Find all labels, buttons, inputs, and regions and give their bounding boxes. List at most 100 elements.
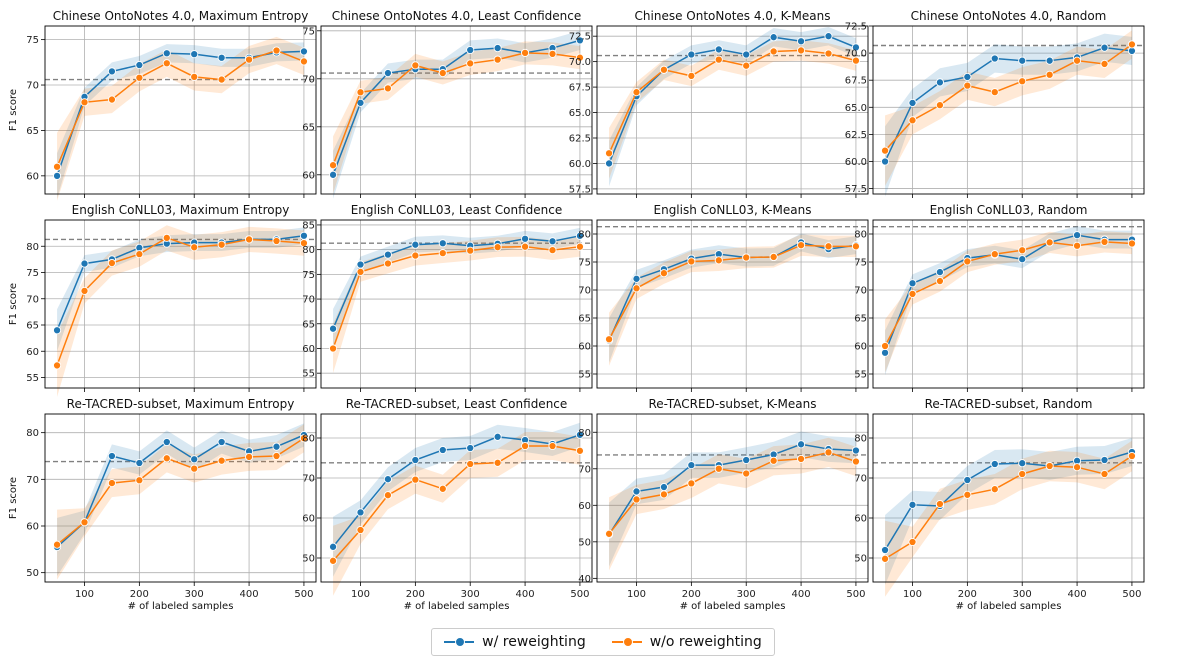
data-point [466, 59, 475, 68]
data-point [1073, 241, 1082, 250]
data-point [797, 454, 806, 463]
data-point [659, 65, 668, 74]
data-point [797, 46, 806, 55]
data-point [632, 487, 641, 496]
data-point [548, 246, 557, 255]
chart-panel-9: Re-TACRED-subset, Maximum Entropy 50 60 70 8… [8, 397, 317, 612]
plot-frame [596, 413, 869, 583]
data-point [272, 442, 281, 451]
panel-title: Re-TACRED-subset, Least Confidence [346, 397, 568, 411]
data-point [687, 479, 696, 488]
data-point [797, 241, 806, 250]
data-point [329, 161, 338, 170]
data-point [605, 335, 614, 344]
data-point [632, 495, 641, 504]
x-tick-label: 500 [570, 589, 589, 600]
y-tick-label: 75 [578, 258, 591, 269]
series-line-without [56, 237, 304, 366]
data-point [1073, 56, 1082, 65]
data-point [908, 116, 917, 125]
confidence-band-without [609, 40, 856, 179]
data-point [1100, 43, 1109, 52]
y-tick-label: 60 [302, 170, 315, 181]
chart-panel-8: English CoNLL03, Random 55 60 65 70 75 80 [854, 203, 1145, 392]
data-point [963, 490, 972, 499]
panel-title: Re-TACRED-subset, Maximum Entropy [67, 397, 295, 411]
y-tick-label: 60 [854, 342, 867, 353]
confidence-band-with [885, 438, 1132, 585]
y-tick-label: 60 [854, 514, 867, 525]
data-point [990, 54, 999, 63]
x-axis-label: # of labeled samples [404, 601, 510, 612]
data-point [53, 326, 62, 335]
x-tick-label: 200 [130, 589, 149, 600]
x-tick-label: 300 [185, 589, 204, 600]
data-point [411, 475, 420, 484]
series-line-with [56, 434, 305, 548]
confidence-band-without [885, 440, 1132, 597]
y-tick-label: 85 [302, 220, 315, 231]
x-tick-label: 100 [75, 589, 94, 600]
data-point [797, 37, 806, 46]
data-point [217, 53, 226, 62]
data-point [742, 61, 751, 70]
data-point [299, 57, 308, 66]
plot-frame [44, 413, 317, 583]
x-tick-label: 400 [792, 589, 811, 600]
legend-swatch-without [611, 637, 642, 647]
y-tick-label: 70.0 [845, 49, 867, 60]
y-tick-label: 55 [578, 370, 591, 381]
data-point [797, 440, 806, 449]
data-point [963, 475, 972, 485]
data-point [107, 479, 116, 488]
y-tick-label: 80 [854, 434, 867, 445]
data-point [575, 53, 584, 62]
data-point [1018, 77, 1027, 86]
data-point [632, 274, 641, 283]
x-tick-label: 400 [1068, 589, 1087, 600]
data-point [1045, 461, 1054, 471]
data-point [851, 457, 860, 466]
data-point [575, 36, 584, 45]
data-point [908, 500, 917, 509]
plot-frame [320, 219, 593, 389]
chart-panel-7: English CoNLL03, K-Means 55 60 65 70 75 80 [578, 203, 869, 392]
x-axis-label: # of labeled samples [128, 601, 234, 612]
data-point [935, 268, 944, 277]
x-axis-label: # of labeled samples [680, 601, 786, 612]
y-tick-label: 55 [26, 373, 39, 384]
data-point [190, 243, 199, 252]
data-point [1100, 59, 1109, 68]
y-tick-label: 60 [302, 344, 315, 355]
data-point [659, 490, 668, 499]
data-point [493, 55, 502, 64]
data-point [742, 455, 751, 465]
data-point [575, 242, 584, 251]
data-point [632, 88, 641, 97]
series-line-without [332, 52, 581, 166]
y-tick-label: 80 [302, 245, 315, 256]
data-point [135, 476, 144, 485]
data-point [881, 348, 890, 357]
confidence-band-without [333, 41, 580, 194]
data-point [299, 47, 308, 56]
series-line-without [332, 245, 581, 349]
confidence-band-with [333, 227, 580, 349]
data-point [548, 49, 557, 58]
data-point [135, 60, 144, 70]
y-tick-label: 60.0 [569, 159, 591, 170]
plot-frame [872, 219, 1145, 389]
legend-item-with: w/ reweighting [444, 634, 586, 650]
data-point [383, 259, 392, 268]
data-point [107, 95, 116, 104]
data-point [935, 499, 944, 509]
series-line-without [56, 437, 305, 546]
series-line-without [608, 451, 857, 535]
data-point [217, 456, 226, 465]
panel-title: Re-TACRED-subset, K-Means [648, 397, 816, 411]
y-tick-label: 75 [26, 35, 39, 46]
panel-title: English CoNLL03, Maximum Entropy [72, 203, 290, 217]
legend: w/ reweighting w/o reweighting [431, 628, 775, 656]
data-point [1127, 40, 1136, 49]
panel-title: Re-TACRED-subset, Random [925, 397, 1093, 411]
